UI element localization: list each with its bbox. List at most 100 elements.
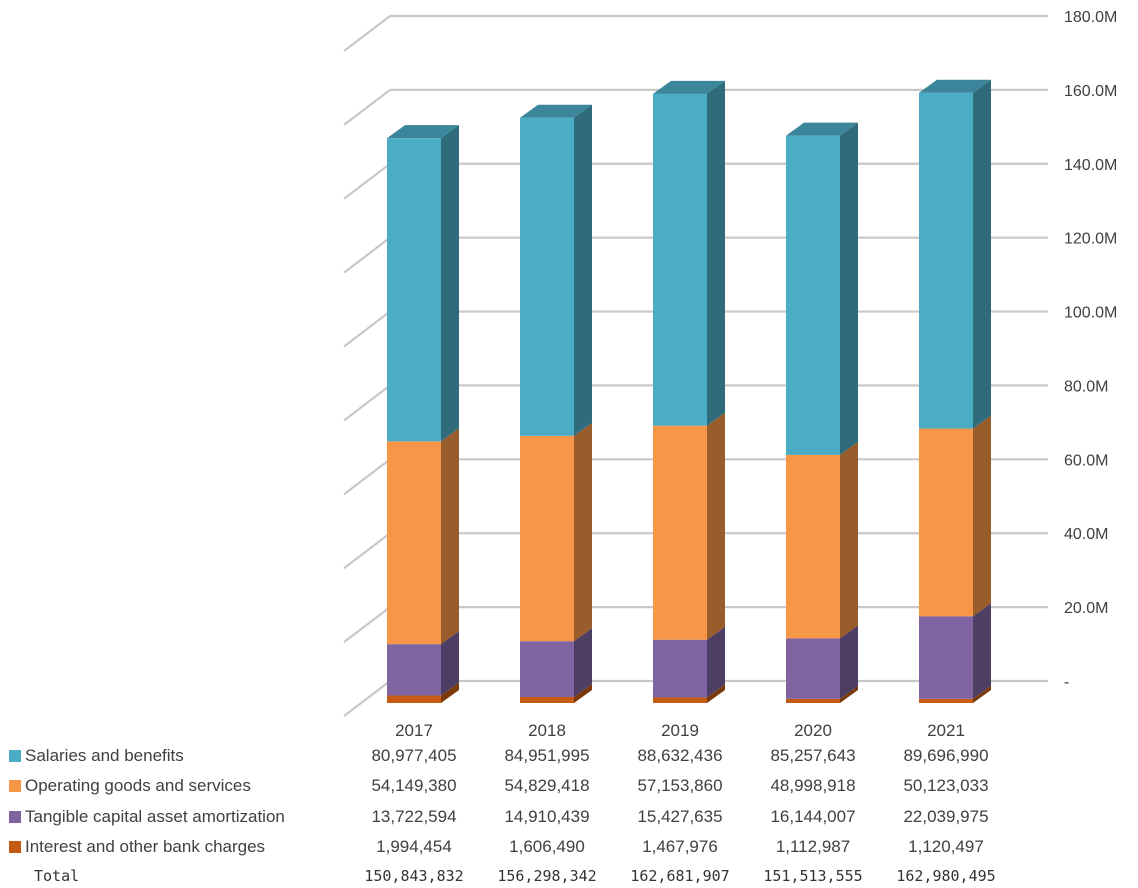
bars (387, 79, 991, 703)
y-tick-label: 80.0M (1064, 378, 1108, 395)
bar-side (707, 684, 725, 703)
table-cell: 13,722,594 (371, 807, 456, 826)
table-cell: 88,632,436 (637, 746, 722, 765)
bar-side (574, 628, 592, 697)
table-cell: 85,257,643 (770, 746, 855, 765)
table-total-cell: 150,843,832 (364, 867, 463, 885)
bar-front (653, 425, 707, 640)
table-row-label: Operating goods and services (25, 776, 251, 795)
y-tick-label: - (1064, 674, 1069, 691)
bar-segment (786, 685, 858, 703)
y-tick-label: 40.0M (1064, 526, 1108, 543)
legend-swatch (9, 811, 21, 823)
y-axis-ticks: - 20.0M 40.0M 60.0M 80.0M 100.0M 120.0M 140.0M 1… (1064, 9, 1117, 691)
y-tick-label: 20.0M (1064, 600, 1108, 617)
data-table: Salaries and benefits 80,977,405 84,951,99… (9, 746, 996, 885)
bar-side (441, 125, 459, 442)
bar-side (574, 104, 592, 436)
table-cell: 84,951,995 (504, 746, 589, 765)
bar-segment (387, 125, 459, 442)
table-cell: 80,977,405 (371, 746, 456, 765)
bar-side (441, 428, 459, 645)
bar-side (574, 422, 592, 642)
table-row-label: Tangible capital asset amortization (25, 807, 285, 826)
legend-swatch (9, 841, 21, 853)
gridline-side (343, 532, 391, 570)
bar-segment (520, 104, 592, 436)
bar-side (973, 415, 991, 617)
bar-segment (919, 79, 991, 429)
bar-front (919, 92, 973, 429)
table-cell: 54,149,380 (371, 776, 456, 795)
bar-front (387, 644, 441, 696)
bar-segment (919, 685, 991, 703)
bar-top (786, 122, 858, 136)
x-category-label: 2021 (927, 721, 965, 740)
bar-front (520, 435, 574, 642)
table-row-label: Salaries and benefits (25, 746, 184, 765)
table-total-cell: 151,513,555 (763, 867, 862, 885)
bar-segment (653, 80, 725, 426)
y-tick-label: 140.0M (1064, 157, 1117, 174)
bar-front (919, 428, 973, 617)
table-cell: 1,467,976 (642, 837, 718, 856)
bar-segment (653, 684, 725, 703)
gridline-side (343, 236, 391, 274)
bar-segment (919, 603, 991, 699)
table-cell: 48,998,918 (770, 776, 855, 795)
bar-top (653, 80, 725, 94)
bar-segment (653, 626, 725, 698)
table-row-label: Interest and other bank charges (25, 837, 265, 856)
bar-front (520, 117, 574, 436)
bar-side (840, 685, 858, 703)
table-total-label: Total (34, 867, 79, 885)
bar-side (840, 441, 858, 639)
bar-segment (786, 122, 858, 455)
gridline-side (343, 15, 391, 52)
x-category-label: 2017 (395, 721, 433, 740)
table-cell: 54,829,418 (504, 776, 589, 795)
table-cell: 1,112,987 (776, 837, 850, 856)
table-cell: 89,696,990 (903, 746, 988, 765)
table-cell: 1,606,490 (509, 837, 585, 856)
bar-top (387, 125, 459, 139)
table-total-cell: 162,980,495 (896, 867, 995, 885)
bar-segment (387, 428, 459, 645)
x-category-label: 2019 (661, 721, 699, 740)
gridline-side (343, 384, 391, 422)
y-tick-label: 60.0M (1064, 452, 1108, 469)
bar-side (707, 626, 725, 698)
legend-swatch (9, 750, 21, 762)
table-total-cell: 156,298,342 (497, 867, 596, 885)
bar-segment (653, 412, 725, 640)
bar-segment (387, 682, 459, 703)
bar-front (786, 698, 840, 703)
table-cell: 1,994,454 (376, 837, 452, 856)
x-axis-categories: 2017 2018 2019 2020 2021 (395, 721, 965, 740)
table-cell: 1,120,497 (908, 837, 984, 856)
bar-segment (786, 625, 858, 699)
bar-front (387, 441, 441, 645)
bar-side (840, 122, 858, 455)
bar-top (919, 79, 991, 93)
y-tick-label: 120.0M (1064, 231, 1117, 248)
gridline-side (343, 310, 391, 348)
bar-front (520, 641, 574, 697)
table-cell: 14,910,439 (504, 807, 589, 826)
gridline-side (343, 458, 391, 496)
bar-side (707, 80, 725, 426)
table-cell: 22,039,975 (903, 807, 988, 826)
bar-side (441, 631, 459, 696)
bar-side (840, 625, 858, 699)
bar-side (441, 682, 459, 703)
bar-side (973, 685, 991, 703)
y-tick-label: 160.0M (1064, 83, 1117, 100)
bar-segment (520, 422, 592, 642)
bar-segment (520, 628, 592, 697)
table-cell: 16,144,007 (770, 807, 855, 826)
bar-front (919, 698, 973, 703)
bar-top (520, 104, 592, 118)
bar-side (707, 412, 725, 640)
table-cell: 50,123,033 (903, 776, 988, 795)
